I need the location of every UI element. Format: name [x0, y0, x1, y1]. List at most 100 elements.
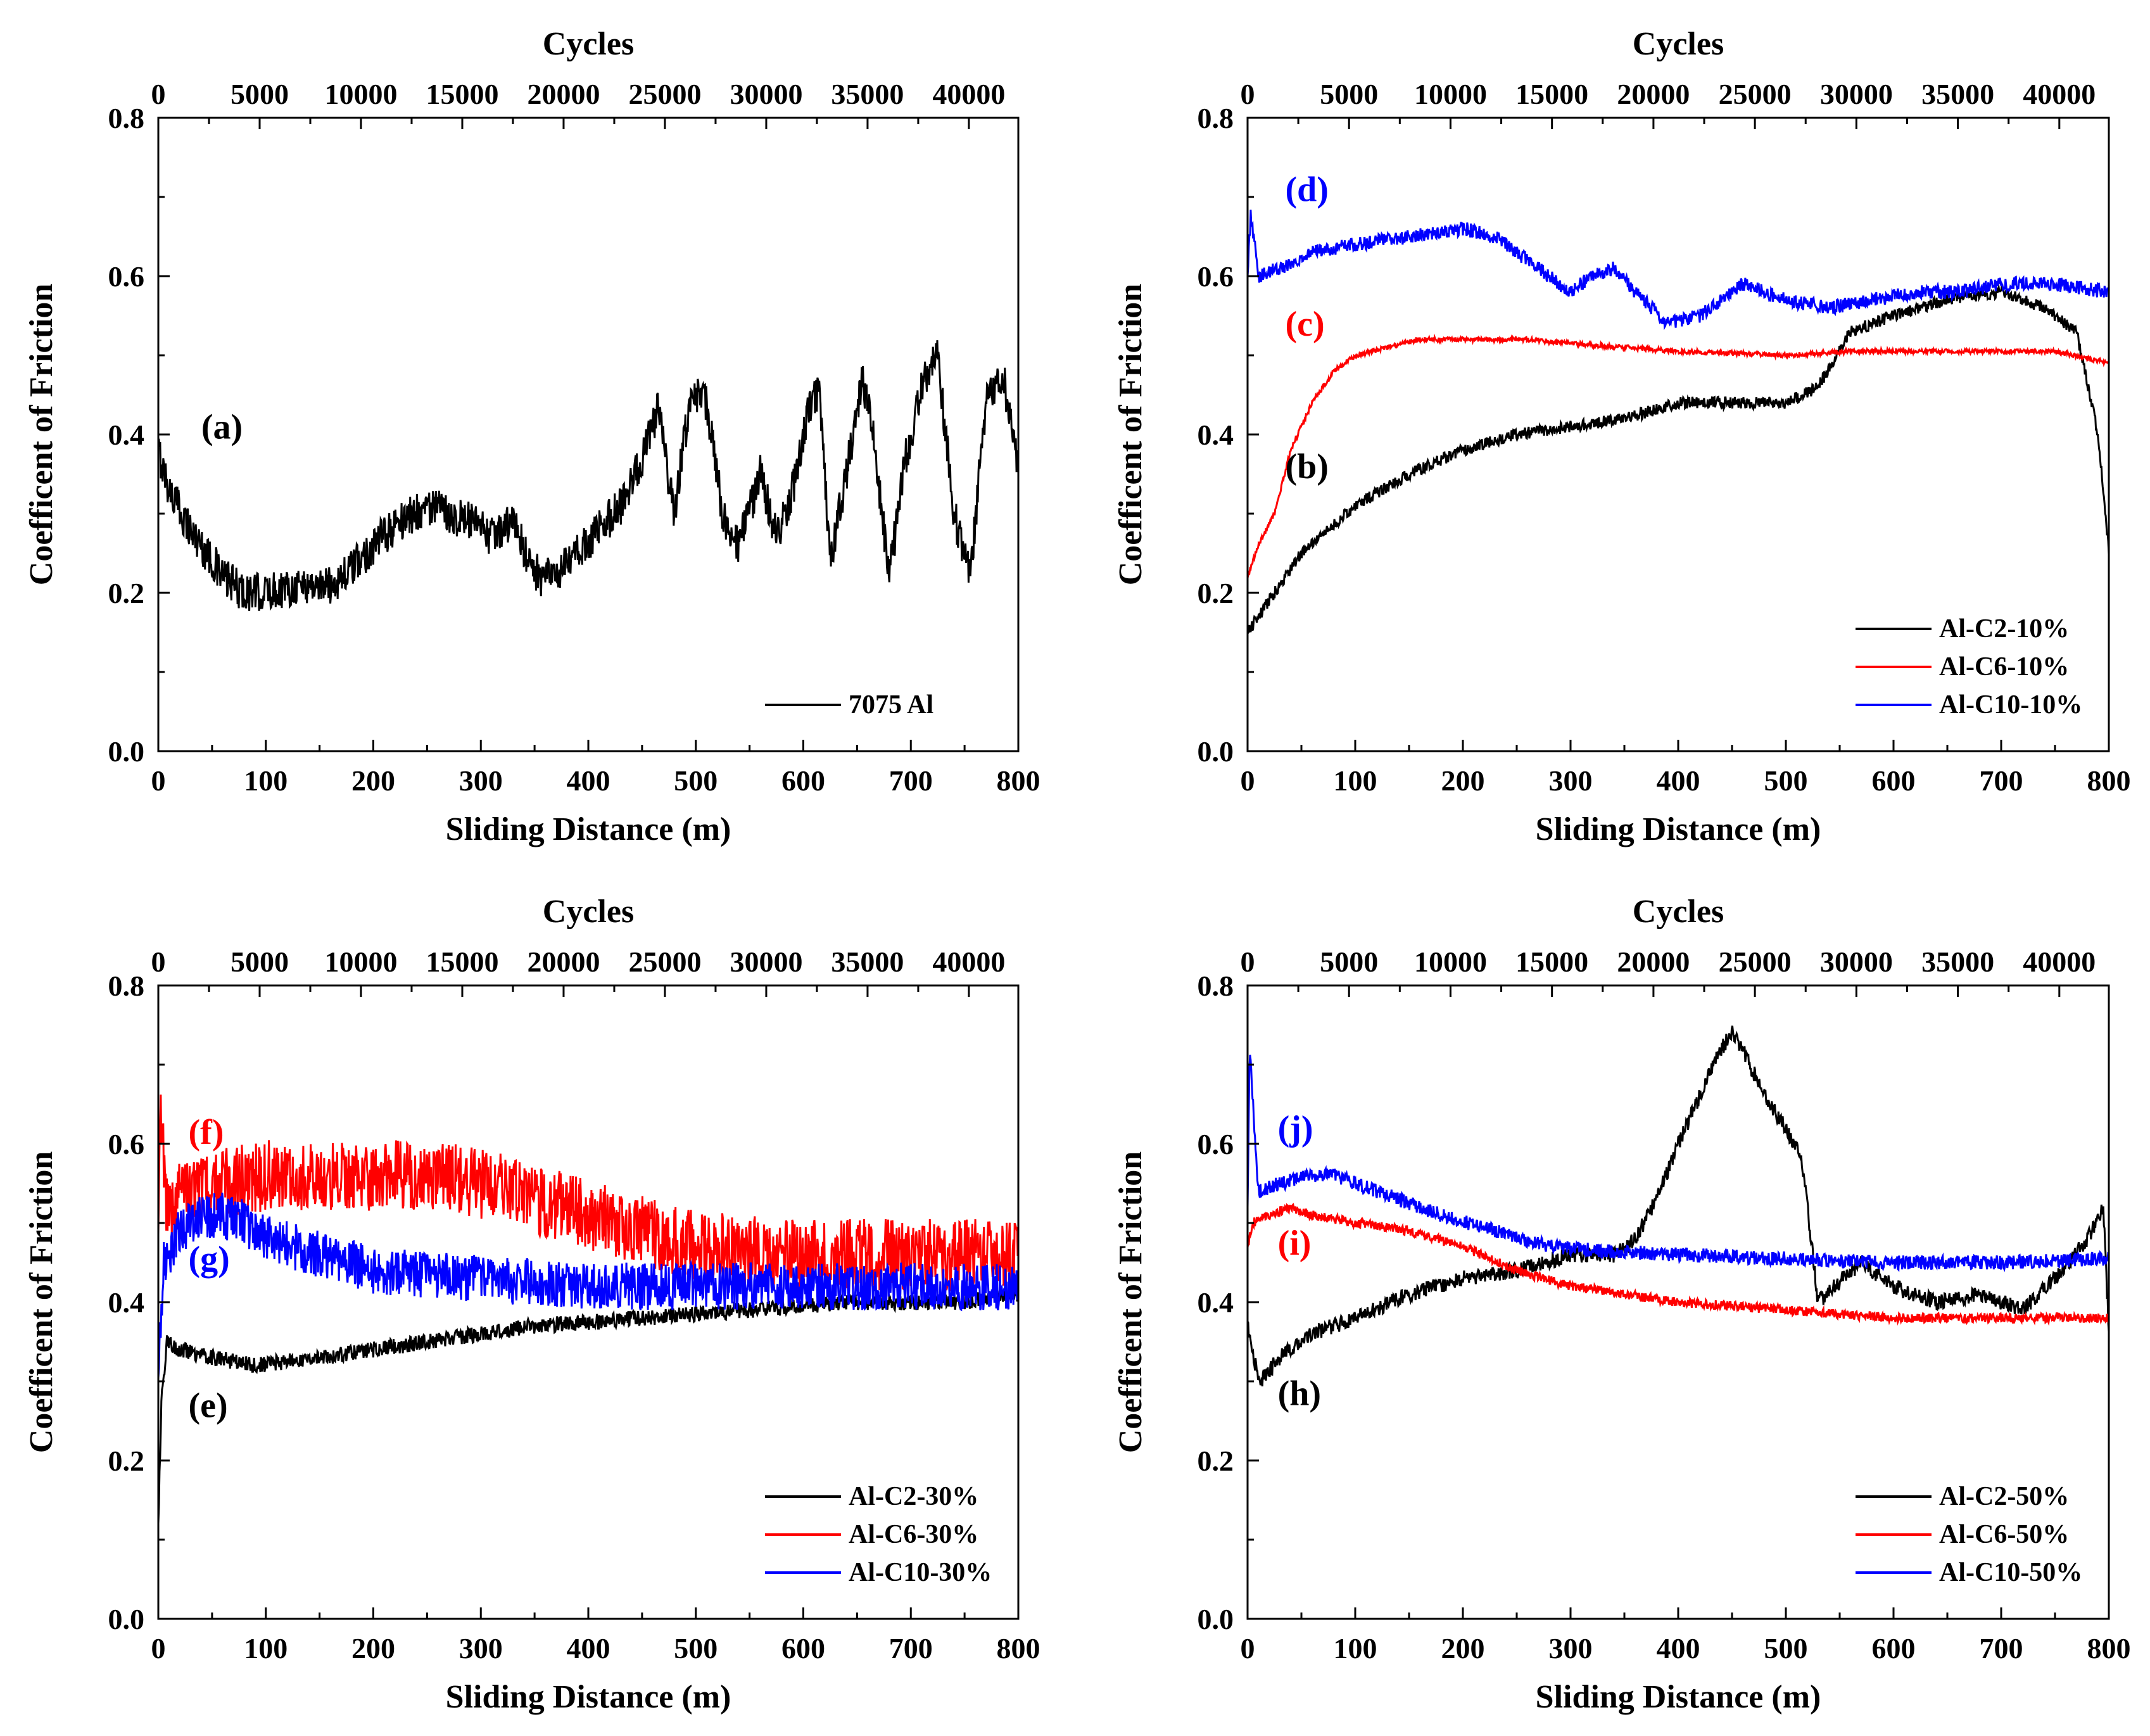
- top-tick-label: 35000: [1921, 78, 1994, 110]
- top-tick-label: 10000: [1414, 946, 1487, 978]
- x-tick-label: 200: [351, 764, 395, 797]
- x-tick-label: 700: [1980, 1632, 2023, 1664]
- y-tick-label: 0.8: [108, 970, 145, 1002]
- series-line-a-0: [158, 340, 1018, 611]
- x-tick-label: 0: [1241, 1632, 1255, 1664]
- top-axis-title: Cycles: [543, 894, 634, 930]
- legend-label: Al-C6-50%: [1939, 1520, 2069, 1549]
- x-tick-label: 200: [351, 1632, 395, 1664]
- series-line-h-0: [1248, 1025, 2109, 1387]
- series-line-b-2: [1248, 209, 2109, 331]
- top-tick-label: 5000: [231, 946, 289, 978]
- top-tick-label: 25000: [628, 78, 701, 110]
- legend-item: Al-C2-50%: [1856, 1482, 2069, 1511]
- legend-label: 7075 Al: [849, 690, 933, 719]
- top-tick-label: 15000: [1515, 78, 1588, 110]
- legend-label: Al-C10-30%: [849, 1558, 992, 1587]
- panel-h: 0 100 200 300 400 500 600 700 800 0.0 0.2 0.4 0.6 0.8…: [1113, 894, 2131, 1715]
- y-tick-label: 0.4: [108, 1286, 145, 1319]
- x-axis-title: Sliding Distance (m): [446, 811, 731, 847]
- x-tick-label: 400: [567, 1632, 610, 1664]
- series-line-b-0: [1248, 284, 2109, 635]
- y-axis-title: Coefficent of Friction: [23, 284, 60, 586]
- legend-label: Al-C10-10%: [1939, 690, 2082, 719]
- y-tick-label: 0.0: [108, 735, 145, 768]
- x-tick-label: 600: [1872, 1632, 1916, 1664]
- x-tick-label: 600: [781, 1632, 825, 1664]
- panel-annotation: (e): [189, 1386, 228, 1425]
- legend-label: Al-C6-10%: [1939, 652, 2069, 681]
- top-tick-label: 5000: [1320, 946, 1378, 978]
- y-tick-label: 0.0: [1198, 1603, 1234, 1635]
- y-tick-label: 0.8: [108, 102, 145, 134]
- x-tick-label: 500: [674, 764, 718, 797]
- top-tick-label: 30000: [730, 946, 802, 978]
- x-tick-label: 0: [151, 764, 166, 797]
- x-tick-label: 300: [459, 764, 503, 797]
- top-tick-label: 30000: [1820, 78, 1893, 110]
- y-axis-title: Coefficent of Friction: [1113, 1151, 1149, 1454]
- top-axis-title: Cycles: [1633, 894, 1724, 930]
- top-tick-label: 40000: [2023, 946, 2096, 978]
- panel-annotation: (a): [201, 407, 243, 447]
- top-tick-label: 5000: [231, 78, 289, 110]
- legend-label: Al-C2-30%: [849, 1482, 978, 1511]
- top-tick-label: 20000: [1617, 946, 1690, 978]
- x-tick-label: 0: [1241, 764, 1255, 797]
- y-tick-label: 0.0: [108, 1603, 145, 1635]
- x-tick-label: 0: [151, 1632, 166, 1664]
- x-tick-label: 500: [674, 1632, 718, 1664]
- x-tick-label: 300: [1549, 1632, 1593, 1664]
- x-tick-label: 100: [244, 1632, 288, 1664]
- legend-item: Al-C10-30%: [765, 1558, 992, 1587]
- top-tick-label: 25000: [1719, 946, 1792, 978]
- top-tick-label: 20000: [1617, 78, 1690, 110]
- y-tick-label: 0.2: [1198, 1445, 1234, 1477]
- top-tick-label: 40000: [932, 946, 1005, 978]
- top-axis-title: Cycles: [1633, 26, 1724, 62]
- top-tick-label: 30000: [1820, 946, 1893, 978]
- y-tick-label: 0.6: [108, 260, 145, 293]
- series-line-b-1: [1248, 333, 2109, 579]
- x-tick-label: 300: [1549, 764, 1593, 797]
- panel-e: 0 100 200 300 400 500 600 700 800 0.0 0.2 0.4 0.6 0.8…: [23, 894, 1040, 1715]
- y-axis-title: Coefficent of Friction: [1113, 284, 1149, 586]
- x-tick-label: 400: [1657, 764, 1700, 797]
- panel-annotation: (j): [1278, 1109, 1313, 1148]
- y-tick-label: 0.2: [108, 1445, 145, 1477]
- x-tick-label: 400: [1657, 1632, 1700, 1664]
- top-tick-label: 20000: [527, 78, 600, 110]
- series-line-e-2: [158, 1193, 1018, 1378]
- panel-annotation: (d): [1286, 170, 1329, 209]
- x-tick-label: 200: [1441, 764, 1485, 797]
- x-tick-label: 700: [1980, 764, 2023, 797]
- x-tick-label: 800: [2087, 764, 2131, 797]
- y-tick-label: 0.6: [108, 1128, 145, 1160]
- y-axis-title: Coefficent of Friction: [23, 1151, 60, 1454]
- x-tick-label: 100: [1334, 1632, 1377, 1664]
- x-tick-label: 800: [997, 1632, 1040, 1664]
- top-tick-label: 0: [151, 78, 166, 110]
- y-tick-label: 0.6: [1198, 260, 1234, 293]
- y-tick-label: 0.4: [108, 419, 145, 451]
- x-axis-title: Sliding Distance (m): [446, 1679, 731, 1715]
- panel-annotation: (h): [1278, 1374, 1321, 1414]
- panel-b: 0 100 200 300 400 500 600 700 800 0.0 0.2 0.4 0.6 0.8…: [1113, 26, 2131, 847]
- panel-a: 0 100 200 300 400 500 600 700 800 0.0 0.2 0.4 0.6 0.8…: [23, 26, 1040, 847]
- x-tick-label: 500: [1764, 764, 1808, 797]
- top-tick-label: 0: [1241, 78, 1255, 110]
- top-tick-label: 25000: [628, 946, 701, 978]
- series-line-h-1: [1248, 1203, 2109, 1326]
- legend-item: Al-C2-30%: [765, 1482, 978, 1511]
- x-tick-label: 800: [997, 764, 1040, 797]
- series-line-e-0: [158, 1286, 1018, 1524]
- x-tick-label: 600: [781, 764, 825, 797]
- top-tick-label: 10000: [324, 78, 397, 110]
- x-tick-label: 400: [567, 764, 610, 797]
- legend-item: Al-C2-10%: [1856, 614, 2069, 643]
- panel-annotation: (b): [1286, 447, 1329, 486]
- top-tick-label: 5000: [1320, 78, 1378, 110]
- x-tick-label: 800: [2087, 1632, 2131, 1664]
- x-tick-label: 600: [1872, 764, 1916, 797]
